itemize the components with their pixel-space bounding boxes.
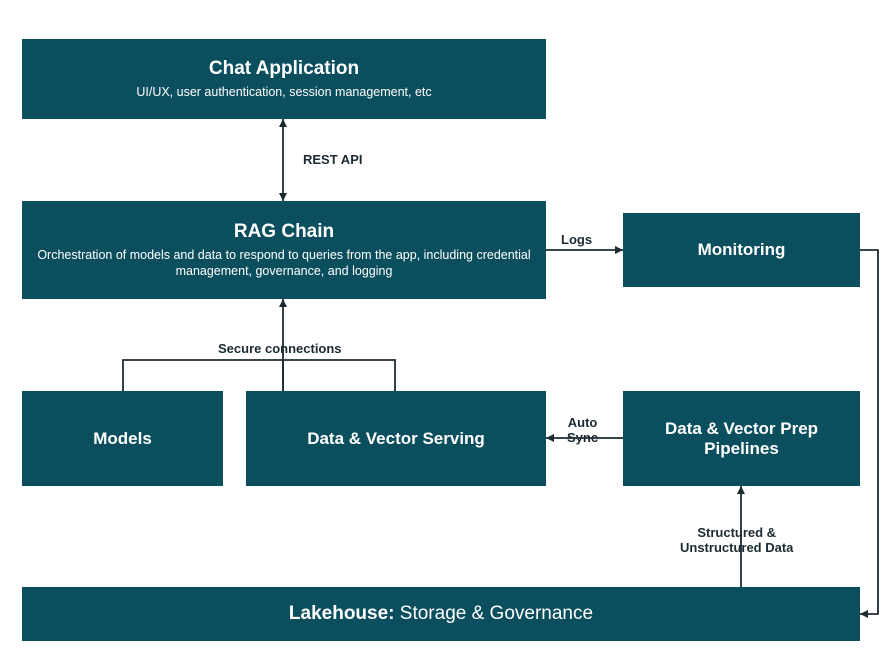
node-lakehouse: Lakehouse: Storage & Governance <box>22 587 860 641</box>
node-models: Models <box>22 391 223 486</box>
node-subtitle: Orchestration of models and data to resp… <box>36 247 532 280</box>
diagram-canvas: Chat Application UI/UX, user authenticat… <box>0 0 892 669</box>
edge-label-rest-api: REST API <box>303 152 362 167</box>
edge-bracket-horizontal <box>123 360 395 391</box>
node-title: Data & Vector Serving <box>307 429 485 449</box>
node-subtitle: UI/UX, user authentication, session mana… <box>136 84 431 100</box>
edge-label-structured: Structured & Unstructured Data <box>680 525 793 555</box>
edge-monitoring-to-lakehouse <box>860 250 878 614</box>
node-rag-chain: RAG Chain Orchestration of models and da… <box>22 201 546 299</box>
node-title-bold: Lakehouse: <box>289 603 395 624</box>
edge-label-auto-sync: Auto Sync <box>567 415 598 445</box>
node-data-vector-prep-pipelines: Data & Vector Prep Pipelines <box>623 391 860 486</box>
node-chat-application: Chat Application UI/UX, user authenticat… <box>22 39 546 119</box>
node-monitoring: Monitoring <box>623 213 860 287</box>
node-title: Monitoring <box>698 240 786 260</box>
node-title: Models <box>93 429 152 449</box>
edge-label-secure: Secure connections <box>218 341 342 356</box>
node-title: Chat Application <box>209 58 359 80</box>
node-title: Lakehouse: Storage & Governance <box>289 603 593 625</box>
edge-label-logs: Logs <box>561 232 592 247</box>
node-title-rest: Storage & Governance <box>395 603 594 624</box>
node-data-vector-serving: Data & Vector Serving <box>246 391 546 486</box>
node-title: RAG Chain <box>234 221 334 243</box>
node-title: Data & Vector Prep Pipelines <box>652 419 832 459</box>
